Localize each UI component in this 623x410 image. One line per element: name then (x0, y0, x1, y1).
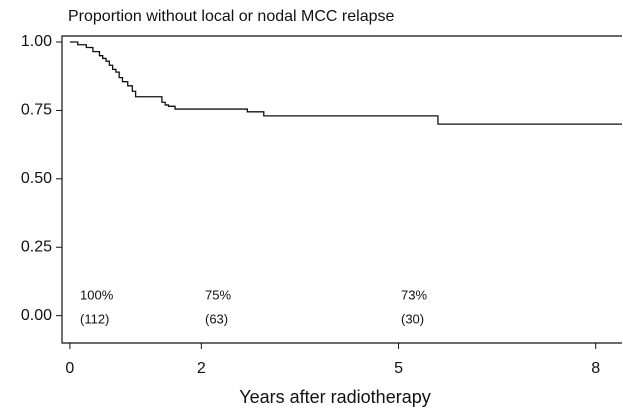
at-risk-annotation: (112) (80, 311, 109, 326)
y-tick-label: 0.00 (21, 307, 52, 324)
at-risk-annotation: 100% (80, 287, 114, 302)
survival-line (69, 41, 622, 125)
x-axis-label: Years after radiotherapy (239, 387, 430, 407)
at-risk-annotation: (30) (401, 311, 424, 326)
x-tick-label: 8 (591, 360, 600, 377)
at-risk-annotation: (63) (205, 311, 228, 326)
x-tick-label: 2 (197, 360, 206, 377)
plot-frame (61, 35, 622, 344)
y-tick-label: 0.75 (21, 102, 52, 119)
x-tick-label: 5 (394, 360, 403, 377)
y-tick-label: 0.50 (21, 170, 52, 187)
at-risk-annotation: 75% (205, 287, 231, 302)
chart-title: Proportion without local or nodal MCC re… (68, 8, 394, 25)
at-risk-annotation: 73% (401, 287, 427, 302)
x-tick-label: 0 (65, 360, 74, 377)
y-tick-label: 1.00 (21, 33, 52, 50)
y-tick-label: 0.25 (21, 238, 52, 255)
